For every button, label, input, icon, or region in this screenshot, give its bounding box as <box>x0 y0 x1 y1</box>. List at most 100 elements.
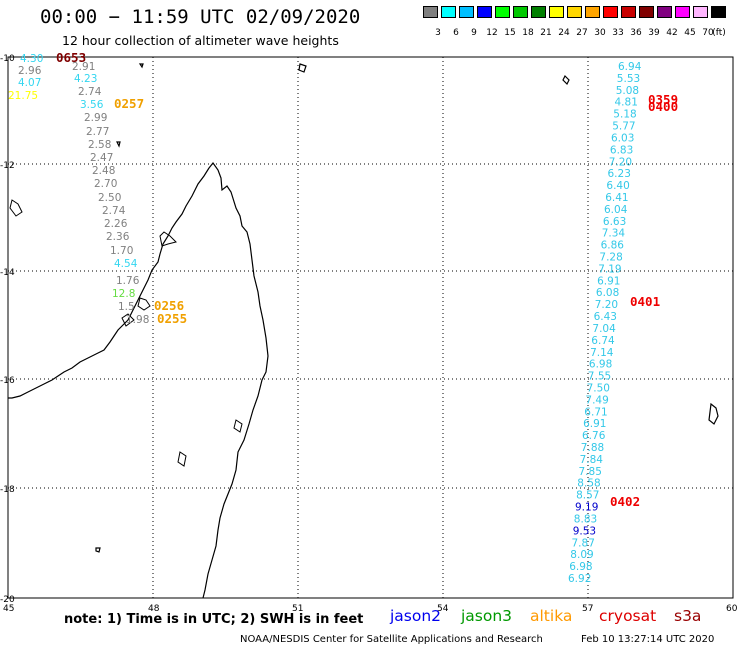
wave-height-label: 6.40 <box>606 180 629 192</box>
color-bar-label: 24 <box>558 28 570 38</box>
pass-time-label: 0400 <box>648 99 678 114</box>
color-bar-label: 27 <box>576 28 588 38</box>
color-bar-swatch <box>657 6 672 18</box>
wave-height-label: 6.98 <box>569 561 592 573</box>
x-tick: 48 <box>148 604 160 614</box>
wave-height-label: 5.77 <box>612 121 635 133</box>
wave-height-label: 2.91 <box>72 61 95 73</box>
sat-s3a: s3a <box>674 607 702 625</box>
color-bar-swatch <box>477 6 492 18</box>
color-bar-swatch <box>549 6 564 18</box>
y-tick: -10 <box>0 54 15 64</box>
wave-height-label: 8.58 <box>577 478 600 490</box>
wave-height-label: 6.92 <box>568 573 591 585</box>
color-bar-swatch <box>585 6 600 18</box>
wave-height-label: 7.14 <box>590 347 614 359</box>
color-bar-swatch <box>693 6 708 18</box>
wave-height-label: 2.58 <box>88 139 111 151</box>
color-bar-swatch <box>441 6 456 18</box>
graticule <box>8 57 733 598</box>
footer-note: note: 1) Time is in UTC; 2) SWH is in fe… <box>64 612 364 627</box>
wave-height-label: 6.83 <box>610 144 633 156</box>
y-tick: -14 <box>0 268 15 278</box>
map-frame <box>7 56 734 599</box>
sat-jason3: jason3 <box>461 607 513 625</box>
color-bar-swatch <box>531 6 546 18</box>
color-bar-unit: (ft) <box>712 28 726 38</box>
wave-height-label: 6.94 <box>618 61 642 73</box>
wave-height-label: 1.98 <box>126 314 149 326</box>
wave-height-label: 1.76 <box>116 275 140 287</box>
wave-height-label: 8.09 <box>570 549 593 561</box>
wave-height-label: 12.8 <box>112 288 135 300</box>
color-bar-swatch <box>459 6 474 18</box>
wave-height-label: 8.57 <box>576 490 599 502</box>
wave-height-label: 7.34 <box>602 228 626 240</box>
wave-height-label: 7.49 <box>585 394 608 406</box>
color-bar-label: 42 <box>666 28 678 38</box>
coast-detail <box>9 199 243 467</box>
color-bar-label: 6 <box>453 28 459 38</box>
wave-height-label: 2.74 <box>102 205 126 217</box>
color-bar-label: 33 <box>612 28 624 38</box>
x-tick: 60 <box>726 604 738 614</box>
x-tick: 45 <box>3 604 14 614</box>
wave-height-label: 6.74 <box>591 335 615 347</box>
wave-height-label: 7.19 <box>598 263 621 275</box>
right-track-labels: 6.945.535.084.815.185.776.036.837.206.23… <box>568 61 642 585</box>
wave-height-label: 5.18 <box>613 109 636 121</box>
pass-time-label: 0402 <box>610 494 640 509</box>
y-tick: -20 <box>0 595 15 605</box>
wave-height-label: 6.91 <box>597 275 620 287</box>
wave-height-label: 7.84 <box>580 454 604 466</box>
y-axis-labels: -10 -12 -14 -16 -18 -20 <box>0 54 15 605</box>
wave-height-label: 7.85 <box>579 466 602 478</box>
wave-height-label: 9.19 <box>575 502 598 514</box>
pass-time-label: 0255 <box>157 311 187 326</box>
color-bar-label: 45 <box>684 28 696 38</box>
wave-height-label: 2.26 <box>104 218 128 230</box>
color-bar-label: 9 <box>471 28 477 38</box>
wave-height-label: 6.98 <box>589 359 612 371</box>
sat-cryosat: cryosat <box>599 607 657 625</box>
wave-height-label: 7.88 <box>581 442 604 454</box>
wave-height-label: 6.41 <box>605 192 628 204</box>
y-tick: -16 <box>0 376 15 386</box>
sat-altika: altika <box>530 607 573 625</box>
wave-height-label: 6.08 <box>596 287 619 299</box>
color-bar-label: 3 <box>435 28 441 38</box>
pass-time-label: 0653 <box>56 50 86 65</box>
wave-height-label: 4.54 <box>114 258 138 270</box>
wave-height-label: 5.53 <box>617 73 640 85</box>
wave-height-label: 2.74 <box>78 86 102 98</box>
madagascar-coastline <box>8 162 269 599</box>
wave-height-label: 7.28 <box>599 252 622 264</box>
map-title: 00:00 − 11:59 UTC 02/09/2020 <box>40 6 361 28</box>
wave-height-label: 9.53 <box>573 525 596 537</box>
x-tick: 54 <box>437 604 449 614</box>
x-tick: 51 <box>292 604 303 614</box>
wave-height-label: 2.99 <box>84 112 107 124</box>
color-bar-label: 21 <box>540 28 552 38</box>
wave-height-label: 2.47 <box>90 152 113 164</box>
wave-height-label: 6.63 <box>603 216 626 228</box>
wave-height-label: 7.87 <box>572 537 595 549</box>
wave-height-label: 2.50 <box>98 192 121 204</box>
color-bar-swatch <box>711 6 726 18</box>
wave-height-label: 7.50 <box>587 383 610 395</box>
wave-height-label: 2.70 <box>94 178 117 190</box>
color-bar-swatch <box>675 6 690 18</box>
wave-height-label: 6.03 <box>611 132 634 144</box>
y-tick: -18 <box>0 485 15 495</box>
wave-height-label: 6.86 <box>601 240 625 252</box>
pass-time-label: 0256 <box>154 298 184 313</box>
wave-height-label: 1.70 <box>110 245 133 257</box>
wave-height-label: 3.56 <box>80 99 104 111</box>
color-bar-swatch <box>423 6 438 18</box>
wave-height-label: 4.30 <box>20 53 43 65</box>
wave-height-label: 5.08 <box>616 85 639 97</box>
color-bar-swatch <box>567 6 582 18</box>
